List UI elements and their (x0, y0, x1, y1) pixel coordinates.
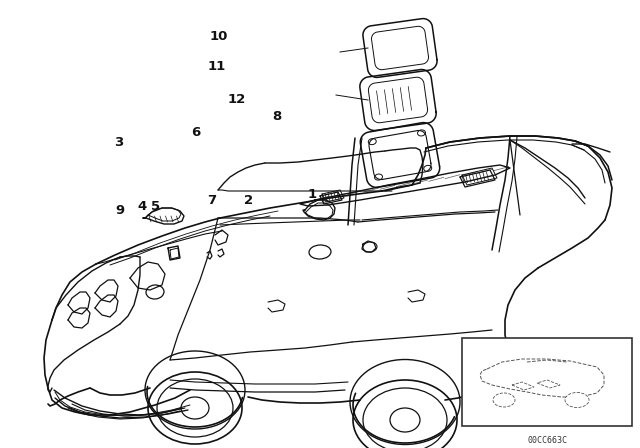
Ellipse shape (157, 379, 233, 437)
Text: 00CC663C: 00CC663C (527, 436, 567, 445)
Text: 3: 3 (114, 136, 123, 149)
Text: 8: 8 (272, 110, 281, 123)
Text: 11: 11 (207, 60, 225, 73)
Ellipse shape (493, 393, 515, 407)
Ellipse shape (565, 392, 589, 408)
Ellipse shape (148, 372, 242, 444)
Text: 12: 12 (228, 93, 246, 106)
Ellipse shape (363, 388, 447, 448)
Text: 5: 5 (151, 200, 160, 214)
Ellipse shape (353, 380, 457, 448)
Text: 7: 7 (207, 194, 216, 207)
Ellipse shape (181, 397, 209, 419)
Text: 9: 9 (116, 204, 125, 217)
Text: 10: 10 (210, 30, 228, 43)
Text: 1: 1 (308, 188, 317, 202)
Text: 4: 4 (138, 200, 147, 214)
Bar (462, 338, 632, 426)
Text: 6: 6 (191, 125, 200, 139)
Text: 2: 2 (244, 194, 253, 207)
Ellipse shape (390, 408, 420, 432)
